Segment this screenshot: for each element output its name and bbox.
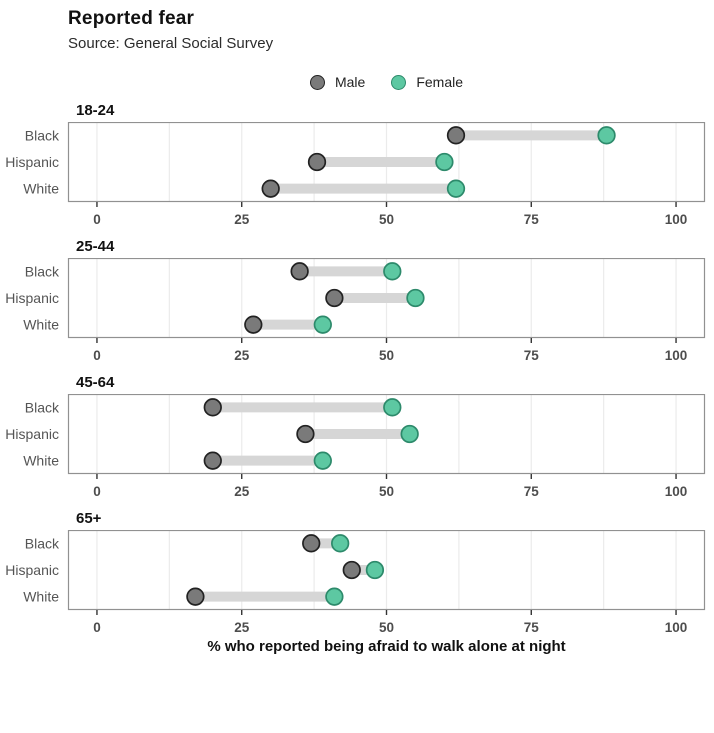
x-tick-label: 50 xyxy=(379,620,394,635)
x-tick-label: 0 xyxy=(93,348,101,363)
x-tick-label: 100 xyxy=(665,212,688,227)
x-tick-label: 25 xyxy=(234,212,250,227)
facet-chart: Black Hispanic White 0 25 50 75 100 xyxy=(5,530,706,635)
x-tick-label: 0 xyxy=(93,212,101,227)
category-label: White xyxy=(23,181,59,197)
female-dot xyxy=(365,560,385,580)
male-dot xyxy=(342,560,361,580)
facet-container: 18-24 Black Hispanic White 0 25 50 75 100 25-44 Bl… xyxy=(0,102,714,636)
x-tick-label: 50 xyxy=(379,348,394,363)
facet-chart: Black Hispanic White 0 25 50 75 100 xyxy=(5,394,706,499)
male-dot xyxy=(244,315,263,334)
facet-panel-45-64: 45-64 Black Hispanic White 0 25 50 75 100 xyxy=(0,374,714,500)
x-tick-label: 100 xyxy=(665,620,688,635)
male-dot xyxy=(325,288,344,308)
panel-border xyxy=(67,394,706,475)
category-label: Black xyxy=(25,127,60,143)
male-legend-dot-icon xyxy=(309,74,325,90)
x-tick-label: 0 xyxy=(93,620,101,635)
facet-chart: Black Hispanic White 0 25 50 75 100 xyxy=(5,122,706,227)
male-dot xyxy=(186,587,205,606)
x-tick-label: 50 xyxy=(379,212,394,227)
x-tick-label: 25 xyxy=(234,620,250,635)
category-label: Hispanic xyxy=(5,154,59,170)
category-label: Hispanic xyxy=(5,562,59,578)
x-tick-label: 75 xyxy=(524,348,540,363)
female-dot xyxy=(331,534,350,553)
x-tick-label: 100 xyxy=(665,348,688,363)
page-title: Reported fear xyxy=(68,8,195,29)
male-dot xyxy=(446,126,466,145)
male-dot xyxy=(203,398,222,417)
panel-border xyxy=(67,122,706,203)
dumbbell-bar xyxy=(455,130,607,141)
male-dot xyxy=(296,424,315,444)
facet-title: 18-24 xyxy=(76,102,115,119)
facet-title: 25-44 xyxy=(76,238,115,255)
facet-title: 45-64 xyxy=(76,374,115,391)
x-tick-label: 25 xyxy=(234,484,250,499)
dumbbell-bar xyxy=(305,429,410,439)
legend: Male Female xyxy=(68,72,705,92)
dumbbell-bar xyxy=(212,402,393,413)
x-tick-label: 25 xyxy=(234,348,250,363)
category-label: Black xyxy=(25,399,60,415)
facet-title: 65+ xyxy=(76,510,102,527)
category-label: Hispanic xyxy=(5,290,59,306)
category-label: White xyxy=(23,589,59,605)
male-dot xyxy=(203,451,222,470)
x-tick-label: 0 xyxy=(93,484,101,499)
dumbbell-bar xyxy=(195,591,335,602)
facet-panel-25-44: 25-44 Black Hispanic White 0 25 50 75 100 xyxy=(0,238,714,364)
x-tick-label: 75 xyxy=(524,212,540,227)
male-dot xyxy=(261,179,280,198)
female-dot xyxy=(446,179,466,198)
female-dot xyxy=(400,424,419,444)
female-dot xyxy=(383,262,402,281)
x-tick-label: 50 xyxy=(379,484,394,499)
female-dot xyxy=(406,288,425,308)
legend-item-male: Male xyxy=(309,74,366,90)
facet-panel-18-24: 18-24 Black Hispanic White 0 25 50 75 100 xyxy=(0,102,714,228)
x-tick-label: 75 xyxy=(524,620,540,635)
legend-label: Male xyxy=(334,74,366,90)
panel-border xyxy=(67,258,706,339)
category-label: White xyxy=(23,453,59,469)
facet-chart: Black Hispanic White 0 25 50 75 100 xyxy=(5,258,706,363)
chart-header: Reported fear Source: General Social Sur… xyxy=(0,8,714,52)
female-dot xyxy=(325,587,344,606)
dumbbell-bar xyxy=(299,266,393,277)
category-label: Black xyxy=(25,535,60,551)
category-label: Hispanic xyxy=(5,426,59,442)
female-legend-dot-icon xyxy=(391,74,407,90)
male-dot xyxy=(302,534,321,553)
category-label: Black xyxy=(25,263,60,279)
female-dot xyxy=(597,126,616,145)
dumbbell-bar xyxy=(212,455,323,466)
panel-border xyxy=(67,530,706,611)
category-label: White xyxy=(23,317,59,333)
chart-subtitle: Source: General Social Survey xyxy=(68,35,274,52)
dumbbell-bar xyxy=(253,319,323,330)
legend-label: Female xyxy=(416,74,464,90)
x-tick-label: 100 xyxy=(665,484,688,499)
female-dot xyxy=(435,152,454,172)
female-dot xyxy=(313,451,332,470)
female-dot xyxy=(383,398,402,417)
dumbbell-bar xyxy=(334,293,416,303)
x-axis-title: % who reported being afraid to walk alon… xyxy=(207,638,566,655)
dumbbell-bar xyxy=(317,157,445,167)
dumbbell-bar xyxy=(270,183,456,194)
legend-item-female: Female xyxy=(391,74,463,90)
x-tick-label: 75 xyxy=(524,484,540,499)
facet-panel-65+: 65+ Black Hispanic White 0 25 50 75 100 xyxy=(0,510,714,636)
male-dot xyxy=(290,262,309,281)
male-dot xyxy=(307,152,327,172)
female-dot xyxy=(313,315,332,334)
